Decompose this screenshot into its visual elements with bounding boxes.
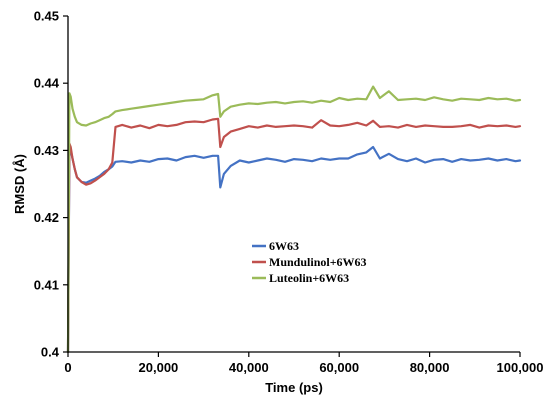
series-layer — [66, 85, 522, 354]
y-tick-label: 0.42 — [34, 210, 59, 225]
y-tick-label: 0.4 — [41, 345, 60, 360]
legend-entry: Luteolin+6W63 — [269, 271, 349, 285]
y-tick-label: 0.45 — [34, 9, 59, 24]
legend: 6W63 Mundulinol+6W63 Luteolin+6W63 — [252, 239, 367, 285]
x-tick-label: 20,000 — [139, 360, 179, 375]
series-line-luteolin-6w63 — [66, 85, 522, 354]
x-tick-label: 60,000 — [319, 360, 359, 375]
axes-layer — [67, 16, 520, 353]
x-tick-label: 40,000 — [229, 360, 269, 375]
series-line-6w63 — [66, 145, 522, 354]
y-tick-label: 0.44 — [34, 76, 60, 91]
x-axis-ticks: 0 20,000 40,000 60,000 80,000 100,000 — [64, 352, 544, 375]
y-tick-label: 0.41 — [34, 277, 59, 292]
legend-entry: 6W63 — [269, 239, 299, 253]
y-axis-ticks: 0.4 0.41 0.42 0.43 0.44 0.45 — [34, 9, 68, 360]
y-tick-label: 0.43 — [34, 143, 59, 158]
x-axis-label: Time (ps) — [265, 380, 323, 395]
legend-entry: Mundulinol+6W63 — [269, 255, 367, 269]
x-tick-label: 0 — [64, 360, 71, 375]
x-tick-label: 100,000 — [497, 360, 544, 375]
series-line-mundulinol-6w63 — [66, 117, 522, 354]
x-tick-label: 80,000 — [410, 360, 450, 375]
y-axis-label: RMSD (Å) — [12, 154, 27, 214]
